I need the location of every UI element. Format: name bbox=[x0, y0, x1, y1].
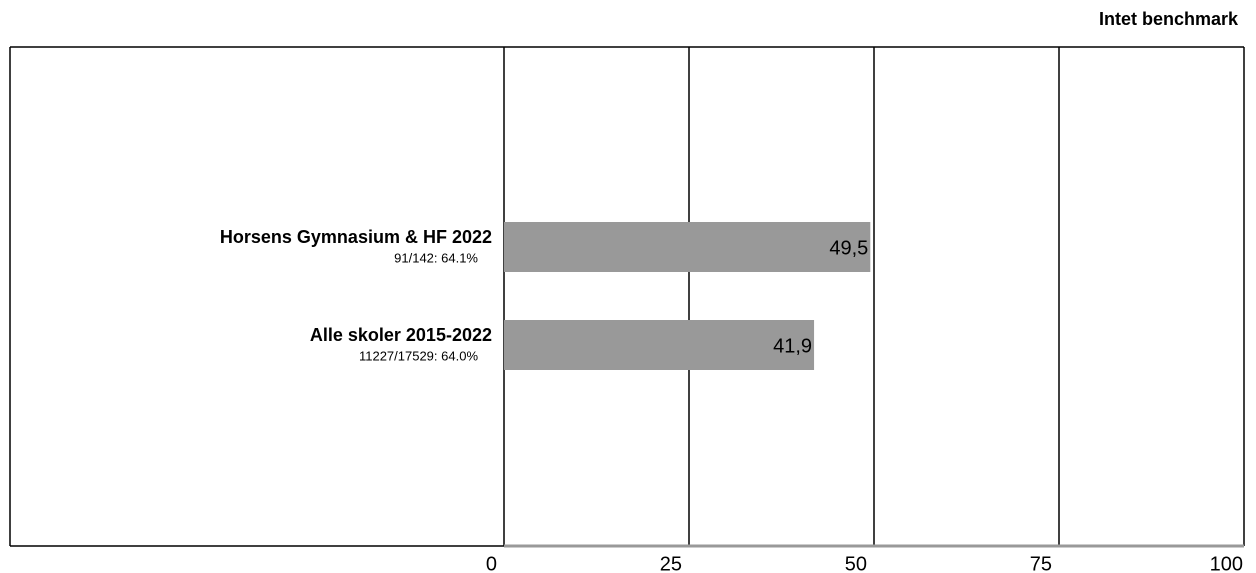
bar bbox=[504, 320, 815, 370]
x-tick-label: 75 bbox=[1030, 553, 1052, 573]
value-label: 49,5 bbox=[829, 237, 868, 259]
category-label: Horsens Gymnasium & HF 2022 bbox=[220, 227, 492, 247]
x-tick-label: 0 bbox=[486, 553, 497, 573]
category-label: Alle skoler 2015-2022 bbox=[310, 325, 492, 345]
bar bbox=[504, 222, 871, 272]
category-sublabel: 11227/17529: 64.0% bbox=[359, 348, 478, 363]
x-tick-label: 100 bbox=[1210, 553, 1243, 573]
value-label: 41,9 bbox=[773, 335, 812, 357]
category-sublabel: 91/142: 64.1% bbox=[394, 250, 478, 265]
x-tick-label: 25 bbox=[660, 553, 682, 573]
x-tick-label: 50 bbox=[845, 553, 867, 573]
chart-title: Intet benchmark bbox=[1099, 9, 1239, 29]
